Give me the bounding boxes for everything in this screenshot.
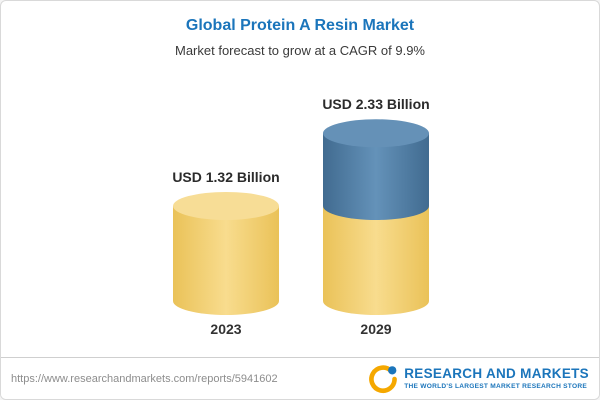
- value-label-2023: USD 1.32 Billion: [172, 169, 280, 185]
- report-url[interactable]: https://www.researchandmarkets.com/repor…: [11, 372, 278, 385]
- chart-title: Global Protein A Resin Market: [185, 17, 415, 34]
- header: Global Protein A Resin Market Market for…: [1, 1, 599, 63]
- category-label-2023: 2023: [210, 321, 242, 337]
- value-label-2029: USD 2.33 Billion: [322, 96, 430, 112]
- chart-subtitle: Market forecast to grow at a CAGR of 9.9…: [175, 43, 425, 58]
- research-and-markets-logo: RESEARCH AND MARKETS THE WORLD'S LARGEST…: [368, 364, 589, 394]
- logo-text-block: RESEARCH AND MARKETS THE WORLD'S LARGEST…: [404, 365, 589, 391]
- cylinder-2023: [173, 191, 279, 315]
- logo-globe-icon: [369, 364, 398, 393]
- cylinder-2029: [323, 119, 429, 315]
- logo-text: RESEARCH AND MARKETS: [404, 365, 589, 381]
- logo-tagline: THE WORLD'S LARGEST MARKET RESEARCH STOR…: [404, 383, 588, 391]
- cylinder-bar-chart: [173, 119, 429, 315]
- chart-area: USD 1.32 Billion USD 2.33 Billion 2023 2…: [1, 63, 599, 359]
- category-label-2029: 2029: [360, 321, 392, 337]
- footer: https://www.researchandmarkets.com/repor…: [1, 357, 599, 399]
